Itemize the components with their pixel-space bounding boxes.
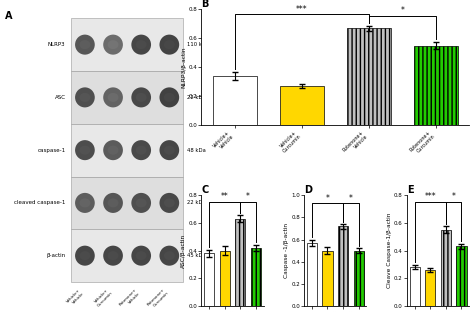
Bar: [425, 270, 436, 306]
Ellipse shape: [75, 87, 95, 107]
Text: 45 kDa: 45 kDa: [187, 253, 206, 258]
Ellipse shape: [164, 40, 175, 49]
Bar: [354, 251, 364, 306]
Ellipse shape: [131, 87, 151, 107]
Text: 48 kDa: 48 kDa: [187, 148, 206, 153]
Text: cleaved caspase-1: cleaved caspase-1: [14, 200, 65, 205]
Text: 22 kDa: 22 kDa: [187, 95, 206, 100]
Bar: [71, 177, 183, 229]
Ellipse shape: [136, 251, 146, 260]
Bar: [456, 246, 466, 306]
Text: caspase-1: caspase-1: [37, 148, 65, 153]
Text: NLRP3: NLRP3: [48, 42, 65, 47]
Bar: [338, 226, 348, 306]
Bar: [347, 28, 391, 125]
Bar: [71, 229, 183, 282]
Bar: [71, 18, 183, 71]
Text: D: D: [304, 185, 312, 195]
Ellipse shape: [159, 35, 179, 55]
Text: *: *: [246, 192, 250, 201]
Bar: [71, 71, 183, 124]
Bar: [71, 124, 183, 177]
Ellipse shape: [136, 93, 146, 102]
Ellipse shape: [108, 198, 118, 207]
Ellipse shape: [103, 140, 123, 160]
Ellipse shape: [80, 198, 91, 207]
Bar: [280, 86, 324, 125]
Ellipse shape: [80, 40, 91, 49]
Y-axis label: Caspase -1/β-actin: Caspase -1/β-actin: [284, 223, 289, 278]
Ellipse shape: [108, 251, 118, 260]
Bar: [322, 251, 333, 306]
Ellipse shape: [164, 93, 175, 102]
Ellipse shape: [164, 198, 175, 207]
Bar: [219, 251, 230, 306]
Text: B: B: [201, 0, 209, 9]
Text: 110 kDa: 110 kDa: [187, 42, 209, 47]
Text: Vehicle+
Curcumin: Vehicle+ Curcumin: [93, 288, 113, 308]
Ellipse shape: [80, 251, 91, 260]
Ellipse shape: [131, 35, 151, 55]
Ellipse shape: [80, 93, 91, 102]
Ellipse shape: [164, 146, 175, 155]
Bar: [307, 243, 317, 306]
Text: *: *: [326, 193, 329, 202]
Ellipse shape: [75, 35, 95, 55]
Text: 22 kDa: 22 kDa: [187, 200, 206, 205]
Text: ***: ***: [296, 5, 308, 14]
Bar: [235, 219, 245, 306]
Ellipse shape: [75, 246, 95, 266]
Text: A: A: [5, 11, 12, 21]
Bar: [414, 46, 457, 125]
Text: β-actin: β-actin: [46, 253, 65, 258]
Ellipse shape: [103, 87, 123, 107]
Text: *: *: [452, 192, 456, 201]
Text: C: C: [201, 185, 209, 195]
Text: Rotenone+
Curcumin: Rotenone+ Curcumin: [147, 288, 169, 310]
Text: E: E: [407, 185, 413, 195]
Text: **: **: [221, 192, 228, 201]
Ellipse shape: [136, 198, 146, 207]
Bar: [251, 248, 261, 306]
Ellipse shape: [108, 93, 118, 102]
Bar: [441, 230, 451, 306]
Bar: [204, 253, 214, 306]
Bar: [213, 76, 256, 125]
Y-axis label: NLRP3/β-actin: NLRP3/β-actin: [181, 46, 186, 88]
Ellipse shape: [108, 40, 118, 49]
Text: Vehicle+
Vehicle: Vehicle+ Vehicle: [66, 288, 85, 307]
Ellipse shape: [103, 35, 123, 55]
Ellipse shape: [164, 251, 175, 260]
Text: *: *: [401, 6, 404, 15]
Y-axis label: Cleave Caspase-1/β-actin: Cleave Caspase-1/β-actin: [387, 213, 392, 288]
Ellipse shape: [80, 146, 91, 155]
Ellipse shape: [159, 140, 179, 160]
Ellipse shape: [103, 193, 123, 213]
Ellipse shape: [159, 87, 179, 107]
Ellipse shape: [75, 193, 95, 213]
Bar: [410, 267, 420, 306]
Y-axis label: ASC/β-actin: ASC/β-actin: [181, 233, 186, 268]
Ellipse shape: [75, 140, 95, 160]
Ellipse shape: [131, 140, 151, 160]
Ellipse shape: [159, 246, 179, 266]
Ellipse shape: [159, 193, 179, 213]
Ellipse shape: [131, 193, 151, 213]
Text: *: *: [349, 193, 353, 202]
Ellipse shape: [136, 40, 146, 49]
Text: Rotenone+
Vehicle: Rotenone+ Vehicle: [119, 288, 141, 310]
Text: ASC: ASC: [55, 95, 65, 100]
Ellipse shape: [108, 146, 118, 155]
Ellipse shape: [136, 146, 146, 155]
Text: ***: ***: [425, 192, 436, 201]
Ellipse shape: [131, 246, 151, 266]
Ellipse shape: [103, 246, 123, 266]
